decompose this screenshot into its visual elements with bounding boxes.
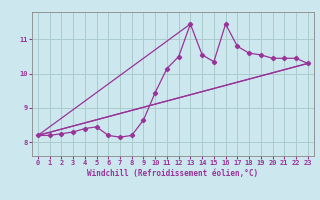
X-axis label: Windchill (Refroidissement éolien,°C): Windchill (Refroidissement éolien,°C) xyxy=(87,169,258,178)
